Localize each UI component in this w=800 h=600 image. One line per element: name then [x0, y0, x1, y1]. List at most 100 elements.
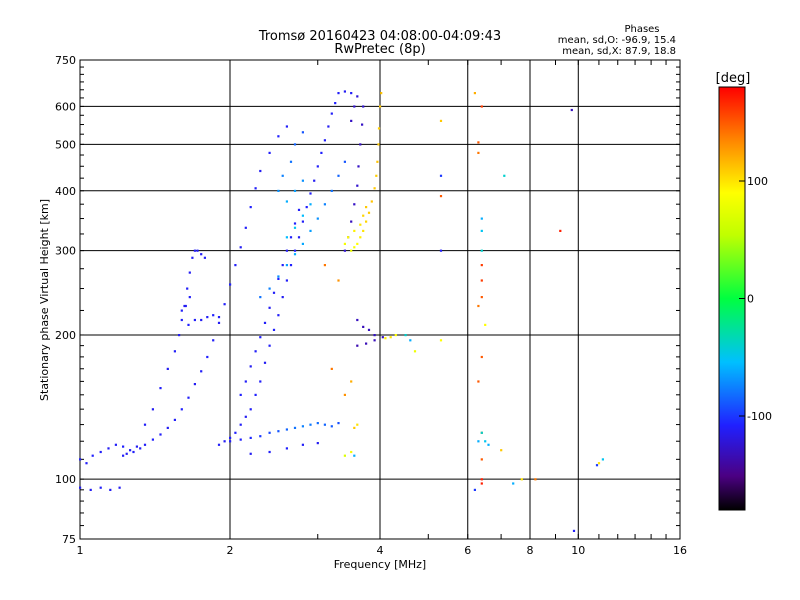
colorbar-tick-label: -100 [747, 410, 772, 423]
y-axis-label: Stationary phase Virtual Height [km] [38, 199, 51, 401]
data-point [330, 189, 333, 192]
data-point [187, 323, 190, 326]
y-tick-labels: 75 100 200 300 400 500 600 750 [55, 54, 76, 546]
data-point [301, 220, 304, 223]
data-point [439, 339, 443, 342]
data-point [323, 264, 326, 267]
data-point [320, 151, 323, 154]
data-point [239, 393, 242, 396]
data-point [377, 127, 381, 130]
data-point [180, 318, 183, 322]
data-point [480, 431, 483, 434]
data-point [229, 440, 232, 443]
data-point [439, 119, 443, 122]
data-point [268, 151, 271, 154]
data-point [293, 249, 297, 252]
data-point [259, 296, 262, 299]
data-point [309, 423, 312, 426]
data-point [188, 296, 191, 299]
data-point [353, 246, 356, 249]
data-point [334, 102, 337, 105]
data-point [404, 334, 407, 337]
data-point [229, 436, 232, 439]
x-tick-label: 16 [673, 544, 687, 557]
data-point [343, 160, 346, 163]
data-point [309, 229, 312, 232]
data-point [293, 222, 297, 225]
data-point [289, 160, 293, 163]
data-point [480, 217, 483, 220]
data-point [301, 425, 304, 428]
data-point [480, 279, 483, 282]
y-tick-label: 750 [55, 54, 76, 67]
data-point [254, 350, 257, 353]
data-point [356, 318, 359, 322]
data-point [277, 275, 280, 278]
x-tick-label: 10 [571, 544, 585, 557]
data-point [353, 454, 356, 457]
data-point [350, 380, 353, 383]
data-point [337, 422, 340, 425]
data-point [357, 165, 360, 168]
data-point [99, 450, 102, 454]
data-point [480, 478, 483, 481]
data-point [285, 279, 288, 282]
data-point [200, 253, 203, 256]
data-point [316, 217, 319, 220]
data-point [365, 220, 368, 223]
data-point [200, 318, 203, 322]
data-point [377, 143, 380, 146]
data-point [151, 438, 154, 441]
chart-title: Tromsø 20160423 04:08:00-04:09:43 [258, 29, 501, 44]
data-point [367, 211, 371, 214]
data-point [268, 344, 271, 347]
data-point [259, 169, 262, 173]
data-point [143, 443, 147, 446]
data-point [206, 316, 209, 319]
data-point [394, 334, 397, 337]
data-point [337, 174, 340, 177]
y-tick-label: 600 [55, 100, 76, 113]
data-point [188, 271, 191, 274]
data-point [439, 195, 443, 198]
x-tick-label: 2 [227, 544, 234, 557]
data-point [268, 287, 271, 290]
data-point [285, 428, 288, 431]
data-point [480, 355, 483, 359]
y-tick-label: 100 [55, 473, 76, 486]
data-point [223, 303, 226, 306]
data-point [350, 249, 353, 252]
data-point [484, 323, 487, 326]
data-point [263, 361, 267, 364]
data-point [323, 139, 326, 142]
data-point [356, 344, 359, 347]
data-point [520, 478, 523, 481]
data-point [259, 435, 262, 438]
data-point [365, 206, 368, 209]
y-tick-label: 500 [55, 138, 76, 151]
data-point [173, 350, 176, 353]
data-point [316, 422, 319, 425]
data-point [480, 264, 483, 267]
data-point [376, 160, 379, 163]
data-point [356, 423, 359, 426]
data-point [212, 339, 215, 342]
data-point [239, 423, 242, 426]
data-point [193, 249, 196, 252]
data-points [79, 90, 604, 532]
data-point [384, 337, 387, 340]
data-point [353, 203, 356, 206]
data-point [277, 189, 280, 192]
data-point [159, 387, 162, 390]
data-point [249, 452, 252, 455]
data-point [166, 367, 169, 370]
data-point [572, 529, 576, 532]
data-point [217, 321, 221, 324]
data-point [477, 304, 480, 308]
data-point [380, 92, 383, 95]
data-point [285, 200, 288, 203]
data-point [118, 486, 121, 489]
data-point [244, 380, 247, 383]
data-point [361, 123, 364, 126]
data-point [200, 370, 203, 373]
